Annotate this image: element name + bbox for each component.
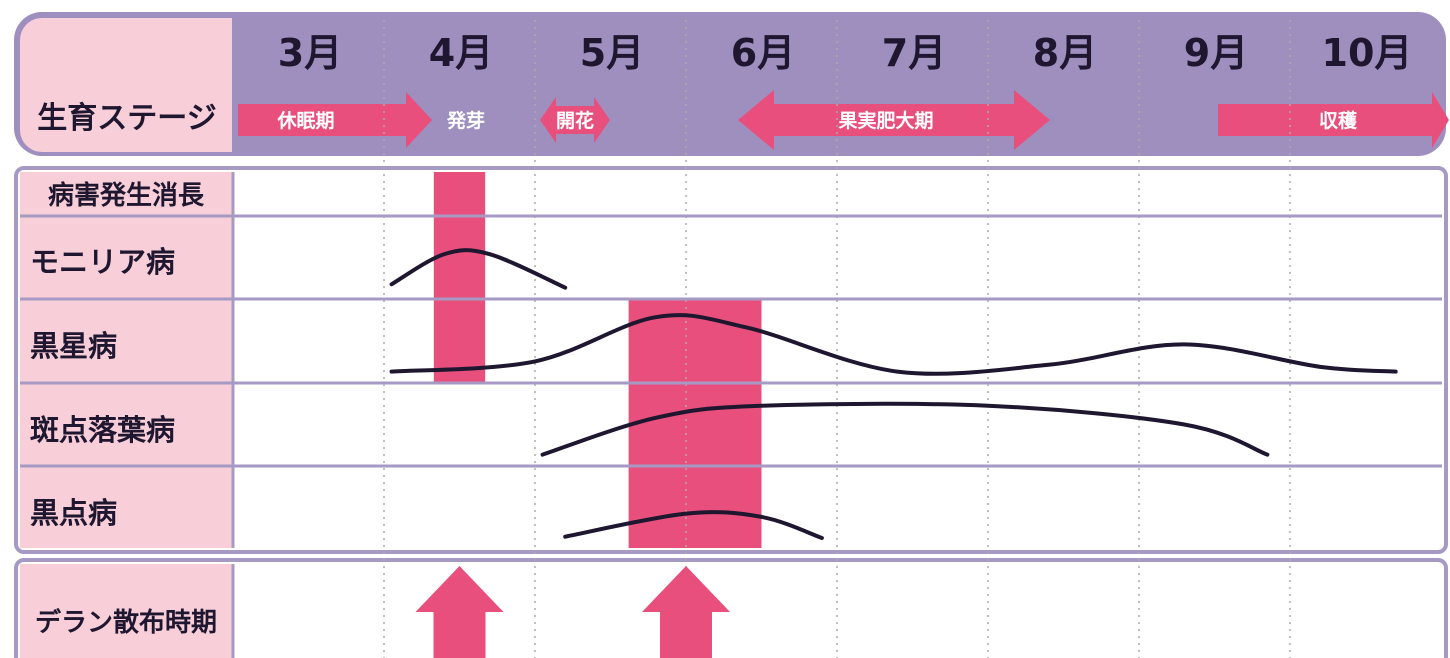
disease-curve <box>389 248 568 290</box>
month-label: 3月 <box>278 31 342 75</box>
spray-arrow <box>642 566 730 658</box>
disease-label-column <box>20 172 232 548</box>
disease-curves <box>389 248 1398 541</box>
month-label: 5月 <box>580 31 644 75</box>
high-risk-periods <box>433 172 762 548</box>
stage-label-dormancy: 休眠期 <box>276 110 334 132</box>
stage-row-label: 生育ステージ <box>37 101 216 136</box>
month-label: 7月 <box>882 31 946 75</box>
disease-curve <box>389 313 1398 376</box>
row-label-disease: 黒点病 <box>30 496 117 530</box>
high-risk-bar <box>433 172 486 383</box>
growth-stages: 休眠期 発芽 開花 果実肥大期 収穫 <box>238 90 1449 150</box>
month-label: 4月 <box>429 31 493 75</box>
row-separators <box>20 172 1442 658</box>
stage-label-flowering: 開花 <box>556 109 594 132</box>
stage-label-budding: 発芽 <box>446 109 485 132</box>
row-label-disease: モニリア病 <box>30 245 175 279</box>
spray-label-column <box>20 564 232 658</box>
row-label-spray: デラン散布時期 <box>35 607 217 638</box>
row-label-disease: 斑点落葉病 <box>30 413 175 447</box>
row-label-disease: 黒星病 <box>30 329 117 363</box>
month-label: 8月 <box>1033 31 1097 75</box>
month-label: 10月 <box>1322 31 1413 75</box>
spray-panel <box>14 558 1448 658</box>
stage-arrow-fruit-enlargement <box>738 90 1050 150</box>
disease-curve <box>563 510 824 541</box>
stage-arrow-harvest <box>1218 92 1449 148</box>
month-gridlines <box>383 20 1291 658</box>
stage-arrow-flowering <box>540 97 610 143</box>
high-risk-bar <box>628 299 762 548</box>
month-label: 6月 <box>731 31 795 75</box>
month-label: 9月 <box>1184 31 1248 75</box>
month-labels: 3月 4月 5月 6月 7月 8月 9月 10月 <box>278 31 1413 75</box>
stage-label-harvest: 収穫 <box>1319 109 1358 132</box>
row-label-occurrence: 病害発生消長 <box>48 180 205 211</box>
spray-arrow <box>415 566 504 658</box>
disease-curve <box>540 401 1270 457</box>
header-label-cell-fill <box>60 18 232 152</box>
stage-label-fruit-enlargement: 果実肥大期 <box>837 109 933 132</box>
spray-timing-arrows <box>415 566 730 658</box>
